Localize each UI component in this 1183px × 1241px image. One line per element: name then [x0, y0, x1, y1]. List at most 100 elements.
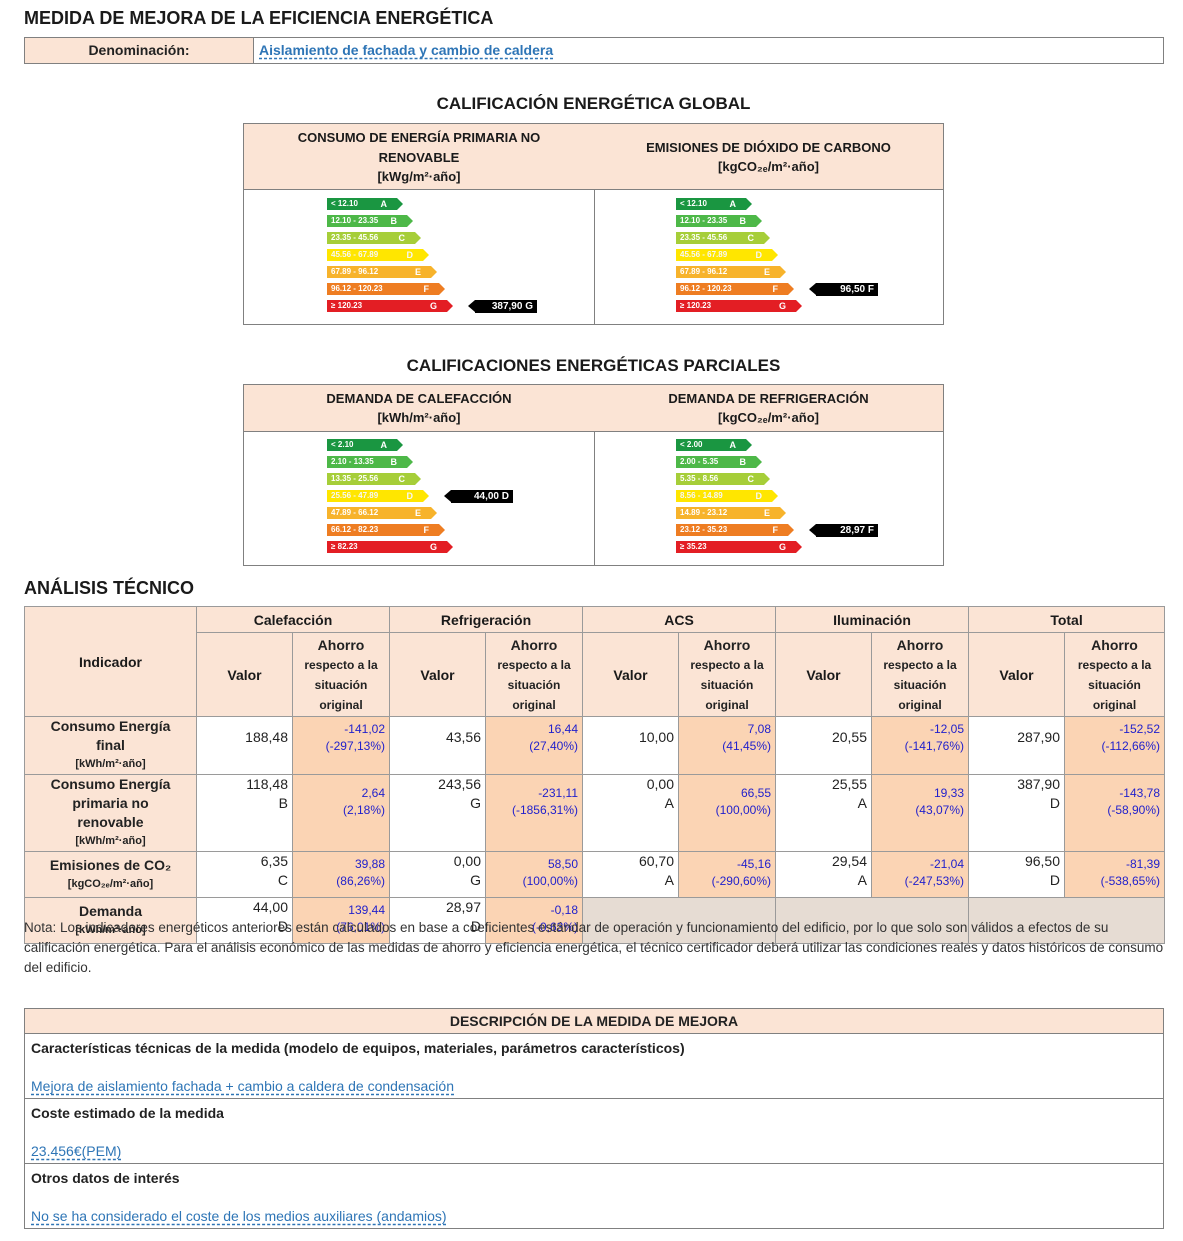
rating-range: 45.56 - 67.89 — [680, 250, 728, 259]
rating-bar-e: 47.89 - 66.12 E — [327, 507, 437, 519]
rating-bar-e: 67.89 - 96.12 E — [327, 266, 437, 278]
rating-bar-a: < 2.00 A — [676, 439, 752, 451]
group-header-acs: ACS — [582, 606, 776, 633]
partial-right-header: DEMANDA DE REFRIGERACIÓN [kgCO₂ₑ/m²·año] — [594, 385, 943, 432]
rating-letter: A — [729, 440, 737, 450]
saving-value: 66,55 — [740, 786, 771, 800]
saving-cell: -143,78 (-58,90%) — [1064, 774, 1166, 852]
rating-marker: 28,97 F — [809, 523, 878, 537]
indicador-header: Indicador — [24, 606, 197, 717]
saving-cell: 7,08 (41,45%) — [678, 716, 776, 775]
rating-marker: 96,50 F — [809, 282, 878, 296]
value-cell: 243,56 G — [389, 774, 486, 852]
saving-cell: -231,11 (-1856,31%) — [485, 774, 583, 852]
rating-range: < 12.10 — [680, 199, 707, 208]
saving-cell: -141,02 (-297,13%) — [292, 716, 390, 775]
ahorro-header-line: respecto a la — [1077, 657, 1152, 672]
rating-letter: B — [739, 216, 747, 226]
coste-block: Coste estimado de la medida 23.456€(PEM) — [25, 1099, 1163, 1164]
partial-divider — [594, 431, 595, 565]
rating-bar-d: 45.56 - 67.89 D — [327, 249, 429, 261]
saving-percent: (-247,53%) — [904, 874, 965, 888]
saving-value: -81,39 — [1125, 857, 1161, 871]
caracteristicas-block: Características técnicas de la medida (m… — [25, 1034, 1163, 1099]
rating-letter: C — [398, 233, 406, 243]
otros-value[interactable]: No se ha considerado el coste de los med… — [31, 1208, 447, 1224]
value-letter: D — [1049, 872, 1061, 888]
caracteristicas-value[interactable]: Mejora de aislamiento fachada + cambio a… — [31, 1078, 454, 1094]
page-title: MEDIDA DE MEJORA DE LA EFICIENCIA ENERGÉ… — [24, 8, 494, 28]
rating-bar-a: < 2.10 A — [327, 439, 403, 451]
rating-marker-label: 44,00 D — [473, 490, 509, 502]
denominacion-label: Denominación: — [25, 38, 254, 63]
saving-percent: (-290,60%) — [711, 874, 771, 888]
rating-bar-g: ≥ 120.23 G — [327, 300, 453, 312]
saving-cell: -21,04 (-247,53%) — [870, 851, 970, 898]
refrigeracion-unit: [kgCO₂ₑ/m²·año] — [718, 410, 819, 425]
rating-range: 14.89 - 23.12 — [680, 508, 728, 517]
value-number: 96,50 — [1024, 853, 1061, 869]
saving-value: -231,11 — [538, 786, 578, 800]
ahorro-header-line: Ahorro — [896, 636, 944, 653]
global-panel: CONSUMO DE ENERGÍA PRIMARIA NO RENOVABLE… — [243, 123, 944, 325]
rating-marker: 387,90 G — [468, 299, 537, 313]
saving-value: 7,08 — [747, 722, 771, 736]
value-number: 118,48 — [246, 776, 288, 792]
rating-range: 8.56 - 14.89 — [680, 491, 723, 500]
valor-header: Valor — [775, 632, 872, 717]
otros-label: Otros datos de interés — [31, 1170, 180, 1186]
rating-bar-b: 2.00 - 5.35 B — [676, 456, 762, 468]
ahorro-header-line: Ahorro — [1091, 636, 1138, 653]
rating-bar-g: ≥ 82.23 G — [327, 541, 453, 553]
value-number: 0,00 — [646, 776, 674, 792]
descripcion-title: DESCRIPCIÓN DE LA MEDIDA DE MEJORA — [25, 1009, 1163, 1034]
denominacion-value[interactable]: Aislamiento de fachada y cambio de calde… — [259, 42, 554, 58]
coste-label: Coste estimado de la medida — [31, 1105, 224, 1121]
saving-value: -45,16 — [736, 857, 771, 871]
rating-bar-d: 8.56 - 14.89 D — [676, 490, 778, 502]
ahorro-header-line: original — [1092, 697, 1137, 712]
saving-percent: (100,00%) — [522, 874, 578, 888]
rating-range: 12.10 - 23.35 — [680, 216, 728, 225]
rating-marker: 44,00 D — [444, 489, 513, 503]
table-row: Demanda [kWh/m²·año] 44,00 D 139,44 (76,01%) 2… — [24, 897, 1166, 944]
saving-cell: -45,16 (-290,60%) — [678, 851, 776, 898]
indicator-unit: [kWh/m²·año] — [75, 835, 146, 847]
rating-range: 23.35 - 45.56 — [331, 233, 379, 242]
rating-range: 5.35 - 8.56 — [680, 474, 719, 483]
calefaccion-heading: DEMANDA DE CALEFACCIÓN — [326, 391, 512, 406]
rating-range: ≥ 35.23 — [680, 542, 707, 551]
global-divider — [594, 189, 595, 324]
indicator-unit: [kgCO₂ₑ/m²·año] — [67, 877, 154, 890]
saving-cell: 39,88 (86,26%) — [292, 851, 390, 898]
saving-value: -21,04 — [929, 857, 965, 871]
value-cell: 60,70 A — [582, 851, 679, 898]
indicator-label: Consumo Energía primaria no renovable — [50, 776, 171, 830]
value-letter: G — [470, 795, 481, 811]
rating-marker-label: 96,50 F — [840, 283, 874, 295]
saving-value: 139,44 — [348, 903, 385, 917]
indicator-name: Emisiones de CO₂ [kgCO₂ₑ/m²·año] — [24, 851, 197, 898]
value-number: 243,56 — [438, 776, 481, 792]
rating-bar-f: 96.12 - 120.23 F — [327, 283, 445, 295]
ahorro-header-line: original — [512, 697, 556, 712]
rating-letter: D — [755, 250, 763, 260]
saving-value: 2,64 — [361, 786, 385, 800]
value-number: 188,48 — [245, 729, 288, 745]
value-number: 287,90 — [1017, 729, 1061, 745]
value-cell: 44,00 D — [196, 897, 293, 944]
group-header-calefaccion: Calefacción — [196, 606, 390, 633]
ahorro-header-line: original — [319, 697, 363, 712]
saving-cell: -81,39 (-538,65%) — [1064, 851, 1166, 898]
ahorro-header-line: situación — [700, 677, 754, 692]
coste-value[interactable]: 23.456€(PEM) — [31, 1143, 122, 1159]
rating-bar-b: 12.10 - 23.35 B — [327, 215, 413, 227]
rating-range: < 2.00 — [680, 440, 703, 449]
saving-cell: 58,50 (100,00%) — [485, 851, 583, 898]
global-right-header: EMISIONES DE DIÓXIDO DE CARBONO [kgCO₂ₑ/… — [594, 124, 943, 190]
valor-header: Valor — [582, 632, 679, 717]
value-cell: 28,97 D — [389, 897, 486, 944]
rating-range: 66.12 - 82.23 — [331, 525, 379, 534]
rating-letter: G — [778, 301, 786, 311]
partial-section-title: CALIFICACIONES ENERGÉTICAS PARCIALES — [406, 356, 781, 375]
